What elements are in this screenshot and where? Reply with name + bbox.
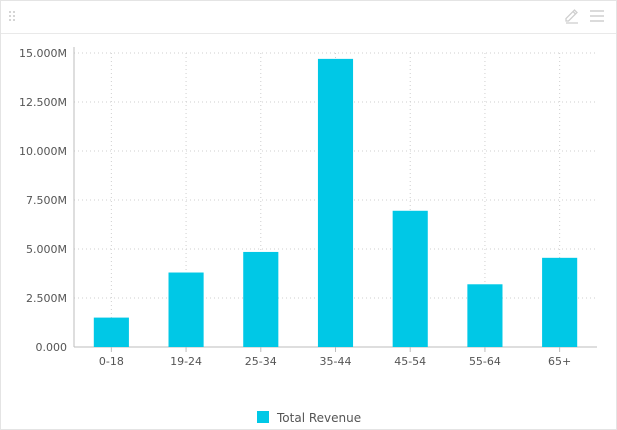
pencil-icon[interactable] <box>563 7 581 25</box>
bar-65+[interactable] <box>542 257 578 347</box>
x-tick-label: 0-18 <box>99 355 124 368</box>
y-tick-label: 7.500M <box>26 194 67 207</box>
bars <box>93 58 578 347</box>
legend: Total Revenue <box>257 411 361 425</box>
y-tick-label: 12.500M <box>19 96 67 109</box>
y-tick-label: 15.000M <box>19 47 67 60</box>
drag-handle-icon[interactable] <box>9 11 17 23</box>
y-tick-label: 5.000M <box>26 243 67 256</box>
bar-55-64[interactable] <box>467 284 503 347</box>
y-tick-label: 10.000M <box>19 145 67 158</box>
axes: 0.000 2.500M 5.000M 7.500M 10.000M 12.500M 15.… <box>19 47 597 368</box>
bar-25-34[interactable] <box>243 251 279 347</box>
widget-toolbar <box>1 1 616 34</box>
y-tick-label: 2.500M <box>26 292 67 305</box>
hamburger-menu-icon[interactable] <box>588 7 606 25</box>
legend-swatch-total-revenue[interactable] <box>257 411 269 423</box>
bar-chart: 0.000 2.500M 5.000M 7.500M 10.000M 12.500M 15.… <box>19 47 597 425</box>
legend-label-total-revenue[interactable]: Total Revenue <box>276 411 361 425</box>
bar-35-44[interactable] <box>317 58 354 347</box>
bar-19-24[interactable] <box>168 272 204 347</box>
x-tick-label: 65+ <box>548 355 571 368</box>
x-tick-label: 55-64 <box>469 355 501 368</box>
x-tick-label: 35-44 <box>320 355 352 368</box>
bar-45-54[interactable] <box>392 210 428 347</box>
x-tick-label: 19-24 <box>170 355 202 368</box>
x-tick-label: 25-34 <box>245 355 277 368</box>
x-tick-label: 45-54 <box>394 355 426 368</box>
bar-0-18[interactable] <box>93 317 129 347</box>
y-tick-label: 0.000 <box>36 341 68 354</box>
